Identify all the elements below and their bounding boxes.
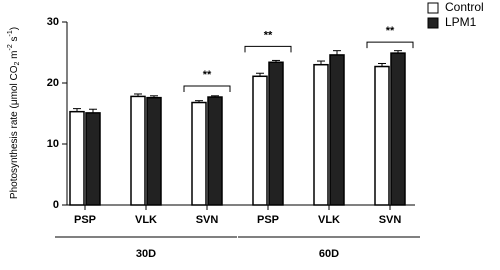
significance-label: ** (203, 69, 212, 81)
legend-swatch (427, 17, 439, 29)
y-axis-label-part: -1 (7, 30, 14, 36)
y-tick-label: 10 (47, 138, 59, 150)
bar (329, 54, 345, 206)
bar (85, 112, 101, 206)
x-tick-label: VLK (318, 214, 340, 226)
bar (146, 96, 162, 206)
x-tick-label: SVN (379, 214, 402, 226)
y-tick-label: 0 (53, 199, 59, 211)
bar (374, 65, 390, 206)
significance-bracket (366, 41, 414, 49)
y-tick-label: 30 (47, 16, 59, 28)
bar (313, 63, 329, 206)
bar (268, 61, 284, 206)
y-axis-label-part: ) (9, 27, 20, 30)
bar (130, 95, 146, 206)
y-axis-label-part: s (9, 36, 20, 44)
group-label: 60D (319, 248, 339, 260)
x-tick-label: SVN (196, 214, 219, 226)
x-tick-label: PSP (74, 214, 96, 226)
legend-swatch (427, 2, 439, 14)
y-axis-label-part: Photosynthesis rate (μmol CO (9, 65, 20, 199)
bar (69, 110, 85, 206)
x-tick-label: VLK (135, 214, 157, 226)
bar (390, 52, 406, 206)
legend-label: LPM1 (445, 15, 477, 29)
bar (207, 96, 223, 206)
significance-bracket (183, 85, 231, 93)
y-axis-label-part: 2 (14, 62, 21, 66)
bar (252, 75, 268, 206)
x-tick-label: PSP (257, 214, 279, 226)
y-axis-label: Photosynthesis rate (μmol CO2 m-2 s-1) (7, 27, 21, 199)
legend-label: Control (445, 0, 484, 14)
bar (191, 101, 207, 206)
significance-label: ** (264, 29, 273, 41)
y-axis-label-part: -2 (7, 44, 14, 50)
y-tick-label: 20 (47, 77, 59, 89)
group-label: 30D (136, 248, 156, 260)
significance-bracket (244, 45, 292, 53)
y-axis-label-part: m (9, 50, 20, 61)
significance-label: ** (386, 25, 395, 37)
